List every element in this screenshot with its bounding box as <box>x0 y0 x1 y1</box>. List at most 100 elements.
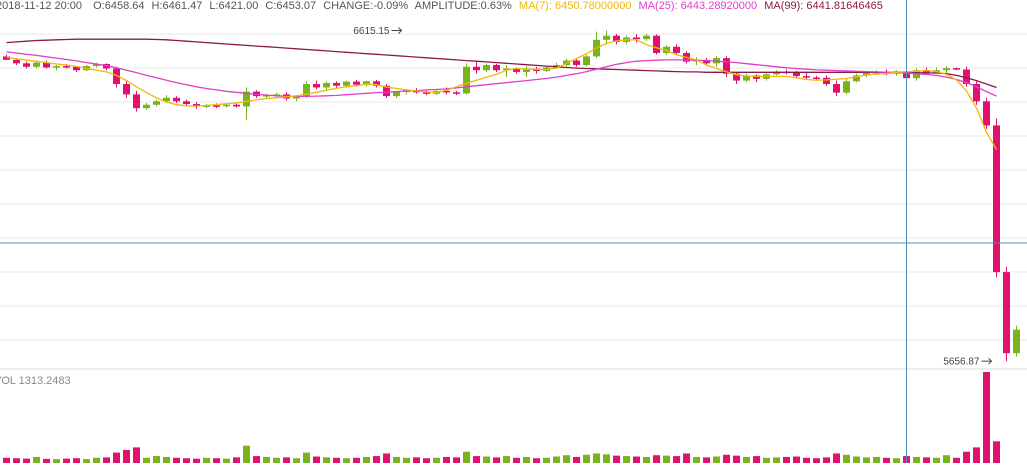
volume-bar <box>413 457 420 463</box>
candle-body <box>1003 272 1010 354</box>
volume-bar <box>833 453 840 463</box>
candle-body <box>923 70 930 73</box>
volume-bar <box>683 453 690 463</box>
candle-body <box>203 105 210 107</box>
volume-bar <box>803 457 810 463</box>
candle-body <box>473 66 480 71</box>
ma99-line <box>6 38 997 89</box>
candle-body <box>123 84 130 95</box>
candle-body <box>993 125 1000 273</box>
volume-bar <box>373 456 380 463</box>
volume-bar <box>283 457 290 463</box>
candle-body <box>53 66 60 68</box>
volume-bar <box>943 455 950 463</box>
volume-bar <box>653 455 660 463</box>
volume-bar <box>433 457 440 463</box>
candle-body <box>63 66 70 68</box>
volume-bar <box>673 456 680 463</box>
volume-bar <box>983 372 990 463</box>
candle-body <box>773 71 780 75</box>
volume-bar <box>543 457 550 463</box>
volume-bar <box>163 456 170 463</box>
candle-body <box>13 59 20 64</box>
volume-bar <box>773 457 780 463</box>
volume-bar <box>503 456 510 463</box>
volume-bar <box>353 457 360 463</box>
volume-bar <box>313 456 320 463</box>
candle-body <box>743 75 750 81</box>
candle-body <box>93 64 100 67</box>
volume-bar <box>403 457 410 463</box>
candle-body <box>383 85 390 97</box>
candle-body <box>33 62 40 67</box>
candle-body <box>523 68 530 72</box>
candle-body <box>3 56 10 60</box>
volume-bar <box>173 457 180 463</box>
candle-body <box>493 65 500 71</box>
volume-bar <box>873 456 880 463</box>
candle-body <box>133 94 140 109</box>
volume-bar <box>93 457 100 463</box>
volume-bar <box>233 457 240 463</box>
volume-bar <box>693 456 700 463</box>
candle-body <box>243 91 250 107</box>
candle-body <box>583 56 590 66</box>
volume-bar <box>333 457 340 463</box>
price-annotations: 6615.15 5656.87 <box>353 26 993 368</box>
volume-bar <box>193 458 200 463</box>
candle-body <box>113 68 120 85</box>
moving-average-lines <box>6 38 998 150</box>
volume-bar <box>513 457 520 463</box>
volume-bar <box>603 454 610 463</box>
annotation-arrowhead <box>988 357 993 365</box>
candle-body <box>503 68 510 71</box>
candle-body <box>513 68 520 72</box>
price-candles <box>3 30 1020 362</box>
volume-bar <box>643 456 650 463</box>
candle-body <box>23 63 30 67</box>
header-ma7: MA(7): 6450.78000000 <box>519 0 632 12</box>
volume-bar <box>813 458 820 463</box>
ma7-line <box>6 39 998 150</box>
annotation-arrowhead <box>398 27 403 34</box>
volume-bar <box>143 457 150 463</box>
volume-bar <box>973 447 980 463</box>
candle-body <box>43 62 50 68</box>
candle-body <box>943 68 950 71</box>
candle-body <box>973 84 980 102</box>
candle-body <box>463 66 470 94</box>
volume-bar <box>393 456 400 463</box>
candle-body <box>803 76 810 78</box>
volume-bar <box>963 451 970 463</box>
volume-bar <box>953 457 960 463</box>
volume-bar <box>713 456 720 463</box>
ohlc-header: 2018-11-12 20:00 O:6458.64 H:6461.47 L:6… <box>0 0 883 12</box>
candle-body <box>333 82 340 86</box>
volume-bar <box>663 455 670 463</box>
volume-bar <box>113 452 120 463</box>
volume-bar <box>223 458 230 463</box>
candle-body <box>453 92 460 94</box>
candle-body <box>73 66 80 71</box>
volume-bar <box>363 456 370 463</box>
candle-body <box>183 101 190 105</box>
volume-bar <box>923 457 930 463</box>
candle-body <box>813 77 820 79</box>
candle-body <box>443 90 450 93</box>
volume-bar <box>793 456 800 463</box>
volume-bar <box>733 455 740 463</box>
candle-body <box>343 81 350 86</box>
volume-bar <box>563 455 570 463</box>
ma25-line <box>6 51 997 98</box>
volume-bar <box>43 458 50 463</box>
volume-bar <box>483 456 490 463</box>
candle-body <box>163 97 170 102</box>
candle-body <box>963 69 970 85</box>
volume-bar <box>23 458 30 463</box>
candle-body <box>373 81 380 86</box>
candle-body <box>173 97 180 102</box>
volume-bar <box>623 456 630 463</box>
volume-bar <box>723 454 730 463</box>
